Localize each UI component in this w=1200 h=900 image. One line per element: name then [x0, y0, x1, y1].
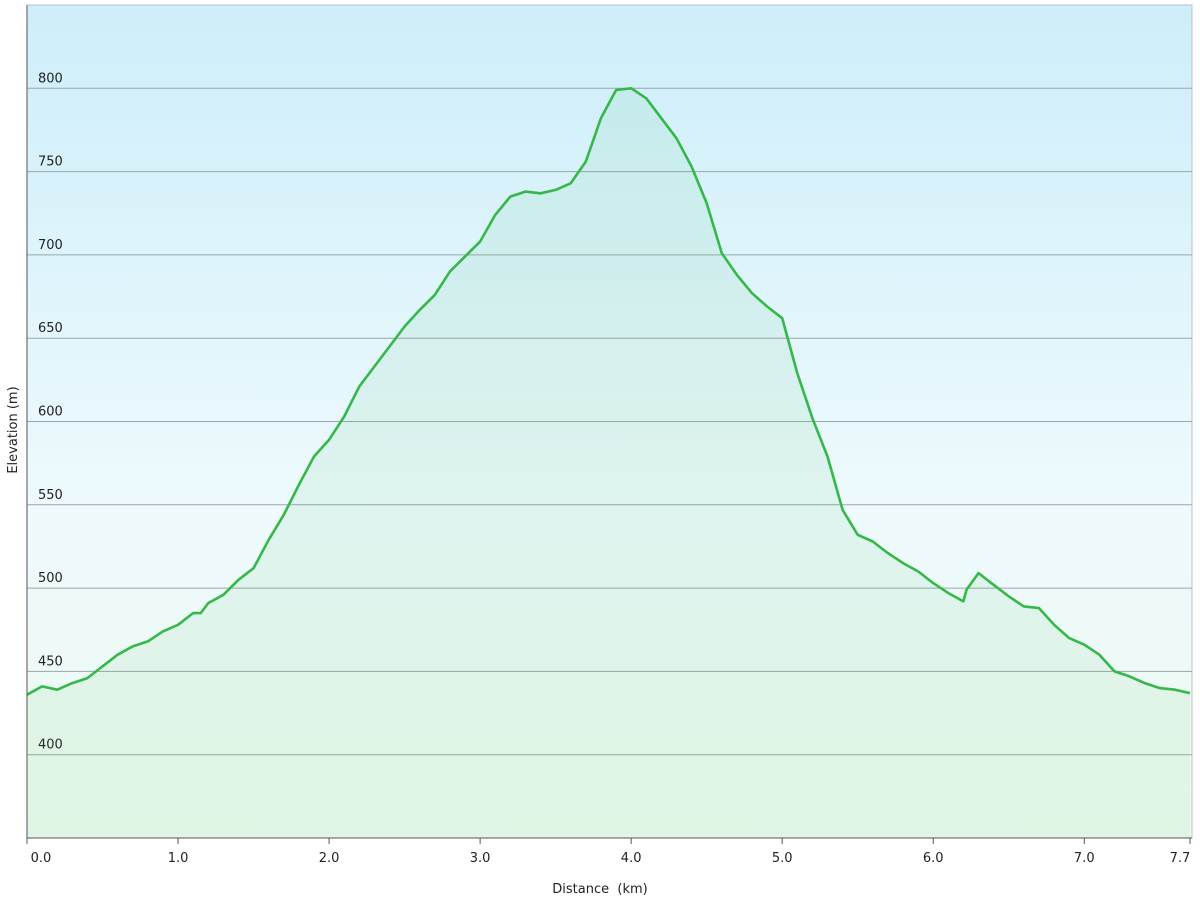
x-tick-label: 0.0 — [31, 851, 52, 866]
elevation-line — [26, 87, 1191, 696]
y-tick-label: 450 — [38, 654, 63, 669]
y-tick-label: 750 — [38, 155, 63, 170]
x-tick-label: 7.0 — [1074, 851, 1095, 866]
y-tick-label: 500 — [38, 571, 63, 586]
x-axis-title: Distance (km) — [552, 882, 647, 897]
y-tick-label: 400 — [38, 738, 63, 753]
marks — [26, 87, 1191, 839]
y-axis-title: Elevation (m) — [6, 386, 21, 473]
x-tick-label: 6.0 — [923, 851, 944, 866]
y-tick-label: 700 — [38, 238, 63, 253]
area-fill — [27, 88, 1190, 839]
y-tick-label: 650 — [38, 321, 63, 336]
y-tick-label: 800 — [38, 71, 63, 86]
x-tick-label: 4.0 — [621, 851, 642, 866]
x-tick-label: 2.0 — [319, 851, 340, 866]
grid: 400 450 500 550 600 650 700 750 800 0.0 1.0 2.0 3.0 4… — [26, 71, 1192, 866]
y-tick-label: 600 — [38, 405, 63, 420]
x-tick-label: 1.0 — [168, 851, 189, 866]
x-tick-label: 5.0 — [772, 851, 793, 866]
y-tick-label: 550 — [38, 488, 63, 503]
x-tick-label: 3.0 — [470, 851, 491, 866]
x-tick-label: 7.7 — [1170, 851, 1191, 866]
